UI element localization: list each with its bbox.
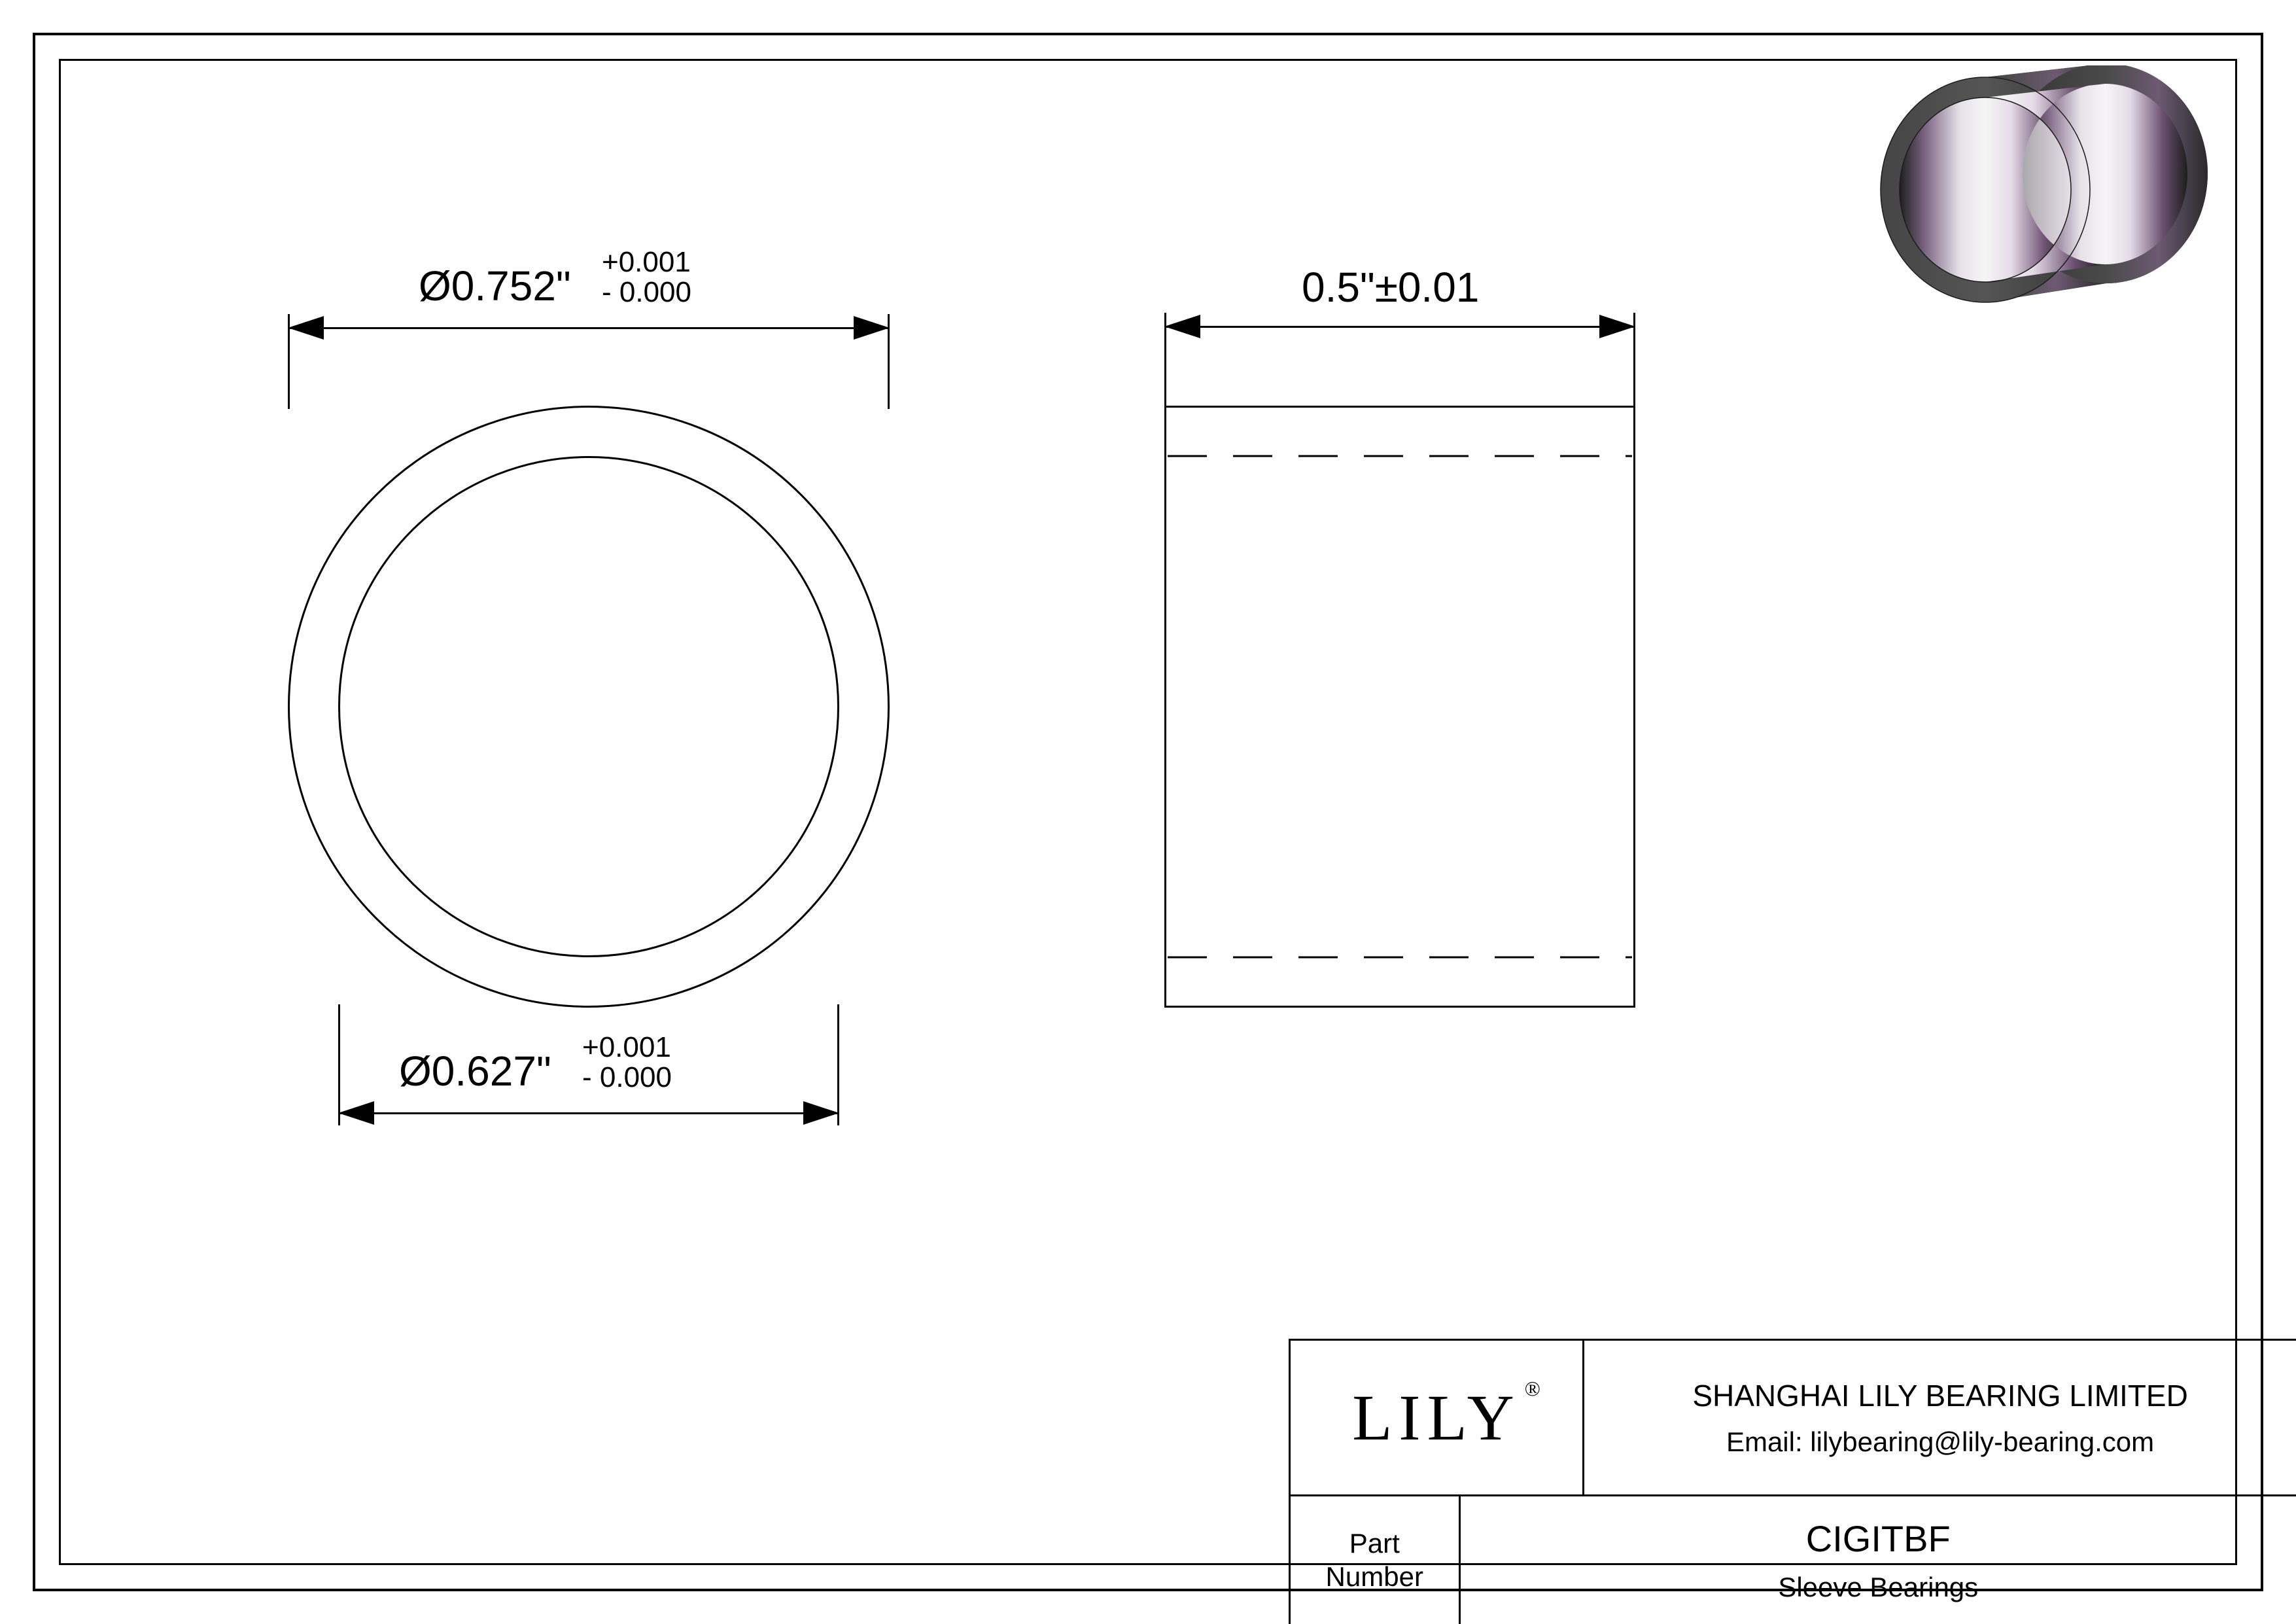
inner-diameter-label: Ø0.627" [399, 1047, 551, 1095]
part-number-header: Part Number [1326, 1527, 1423, 1593]
inner-diameter-circle [338, 456, 839, 957]
part-description: Sleeve Bearings [1778, 1572, 1978, 1603]
hidden-lines [1164, 406, 1635, 1008]
tol-plus: +0.001 [602, 247, 691, 277]
arrow-icon [1164, 315, 1200, 338]
dim-line-inner-dia [338, 1112, 839, 1114]
outer-diameter-value: Ø0.752" [419, 262, 571, 309]
outer-diameter-tolerance: +0.001 - 0.000 [602, 247, 691, 308]
arrow-icon [288, 316, 324, 340]
inner-diameter-tolerance: +0.001 - 0.000 [582, 1033, 672, 1093]
tol-minus: - 0.000 [602, 277, 691, 308]
side-view [1164, 406, 1635, 1008]
title-block: LILY® SHANGHAI LILY BEARING LIMITED Emai… [1289, 1339, 2296, 1624]
arrow-icon [854, 316, 890, 340]
arrow-icon [338, 1101, 374, 1125]
logo: LILY® [1352, 1380, 1521, 1455]
tol-minus: - 0.000 [582, 1063, 672, 1093]
company-email: Email: lilybearing@lily-bearing.com [1726, 1426, 2154, 1458]
company-name: SHANGHAI LILY BEARING LIMITED [1692, 1378, 2188, 1413]
arrow-icon [1599, 315, 1635, 338]
dim-line-length [1164, 326, 1635, 328]
dim-line-outer-dia [288, 327, 890, 329]
front-view [288, 406, 890, 1008]
length-label: 0.5"±0.01 [1302, 263, 1479, 311]
part-number-value: CIGITBF [1806, 1517, 1951, 1560]
part-label-line2: Number [1326, 1561, 1423, 1592]
length-value: 0.5"±0.01 [1302, 264, 1479, 311]
part-label-line1: Part [1349, 1528, 1400, 1559]
registered-icon: ® [1525, 1377, 1547, 1401]
inner-diameter-value: Ø0.627" [399, 1048, 551, 1095]
tol-plus: +0.001 [582, 1033, 672, 1063]
logo-text: LILY [1352, 1381, 1521, 1454]
isometric-render [1871, 65, 2211, 308]
outer-diameter-label: Ø0.752" [419, 262, 571, 310]
arrow-icon [803, 1101, 839, 1125]
